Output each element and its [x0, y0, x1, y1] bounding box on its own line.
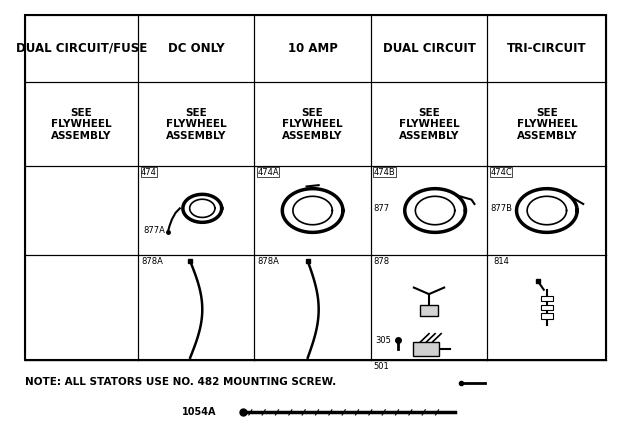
- Text: SEE
FLYWHEEL
ASSEMBLY: SEE FLYWHEEL ASSEMBLY: [166, 107, 226, 141]
- Text: SEE
FLYWHEEL
ASSEMBLY: SEE FLYWHEEL ASSEMBLY: [282, 107, 343, 141]
- Text: DUAL CIRCUIT/FUSE: DUAL CIRCUIT/FUSE: [16, 42, 147, 55]
- FancyBboxPatch shape: [541, 304, 553, 310]
- Text: 877B: 877B: [490, 204, 512, 213]
- Text: DUAL CIRCUIT: DUAL CIRCUIT: [383, 42, 476, 55]
- Text: 814: 814: [494, 257, 509, 266]
- Text: NOTE: ALL STATORS USE NO. 482 MOUNTING SCREW.: NOTE: ALL STATORS USE NO. 482 MOUNTING S…: [25, 378, 336, 387]
- Text: 877: 877: [374, 204, 390, 213]
- FancyBboxPatch shape: [541, 313, 553, 319]
- Text: SEE
FLYWHEEL
ASSEMBLY: SEE FLYWHEEL ASSEMBLY: [51, 107, 112, 141]
- Text: DC ONLY: DC ONLY: [168, 42, 224, 55]
- FancyBboxPatch shape: [413, 341, 440, 356]
- Text: 877A: 877A: [143, 226, 165, 235]
- Text: SEE
FLYWHEEL
ASSEMBLY: SEE FLYWHEEL ASSEMBLY: [516, 107, 577, 141]
- Text: 878A: 878A: [141, 257, 163, 266]
- Text: 474C: 474C: [490, 168, 512, 177]
- FancyBboxPatch shape: [541, 296, 553, 301]
- FancyBboxPatch shape: [420, 305, 438, 316]
- Text: SEE
FLYWHEEL
ASSEMBLY: SEE FLYWHEEL ASSEMBLY: [399, 107, 459, 141]
- Text: 10 AMP: 10 AMP: [288, 42, 337, 55]
- Text: 474: 474: [141, 168, 157, 177]
- Text: 474B: 474B: [374, 168, 396, 177]
- Text: 305: 305: [376, 336, 391, 345]
- Text: 501: 501: [374, 362, 389, 371]
- Text: 1054A: 1054A: [182, 407, 216, 418]
- Text: TRI-CIRCUIT: TRI-CIRCUIT: [507, 42, 587, 55]
- Text: 878A: 878A: [257, 257, 280, 266]
- Text: 878: 878: [374, 257, 390, 266]
- Text: 474A: 474A: [257, 168, 279, 177]
